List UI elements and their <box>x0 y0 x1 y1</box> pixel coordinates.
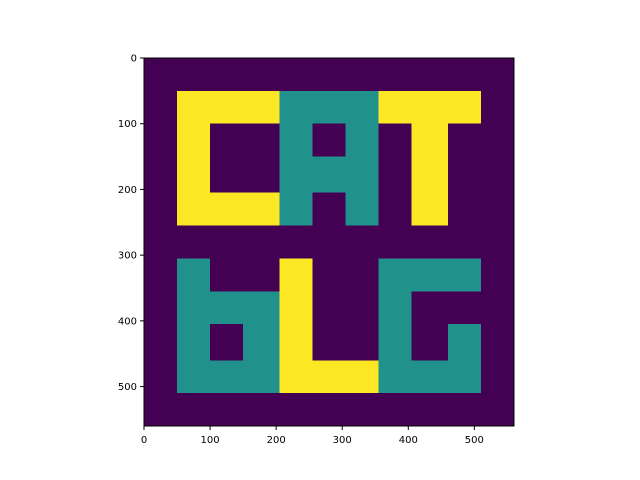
y-tick-label: 300 <box>118 251 137 262</box>
plot-frame <box>143 57 515 427</box>
x-tick-label: 200 <box>267 435 286 446</box>
y-axis: 0 100 200 300 400 500 <box>118 54 144 393</box>
heatmap-cell-region-3 <box>312 123 346 157</box>
heatmap-cell-region-13 <box>411 258 481 292</box>
y-tick-label: 200 <box>118 185 137 196</box>
plot-area <box>143 57 515 427</box>
x-tick-label: 0 <box>141 435 147 446</box>
heatmap-cell-region-12 <box>378 258 412 394</box>
x-tick-label: 100 <box>201 435 220 446</box>
x-tick-label: 400 <box>399 435 418 446</box>
heatmap-cell-region-1 <box>210 123 280 193</box>
x-tick-label: 300 <box>333 435 352 446</box>
heatmap-cell-region-10 <box>279 258 313 394</box>
heatmap-cell-region-4 <box>312 192 346 226</box>
heatmap-cell-region-5 <box>378 90 481 124</box>
heatmap-cell-region-14 <box>411 360 481 394</box>
heatmap-cell-region-9 <box>210 324 244 361</box>
x-tick-label: 500 <box>465 435 484 446</box>
y-tick-label: 400 <box>118 316 137 327</box>
heatmap-cell-region-15 <box>447 324 481 361</box>
y-tick-label: 500 <box>118 382 137 393</box>
x-axis: 0 100 200 300 400 500 <box>141 426 484 446</box>
heatmap-cell-region-6 <box>411 123 448 226</box>
y-tick-label: 100 <box>118 119 137 130</box>
heatmap-cell-region-7 <box>177 258 211 394</box>
y-tick-label: 0 <box>131 54 137 65</box>
heatmap-cell-region-11 <box>312 360 379 394</box>
